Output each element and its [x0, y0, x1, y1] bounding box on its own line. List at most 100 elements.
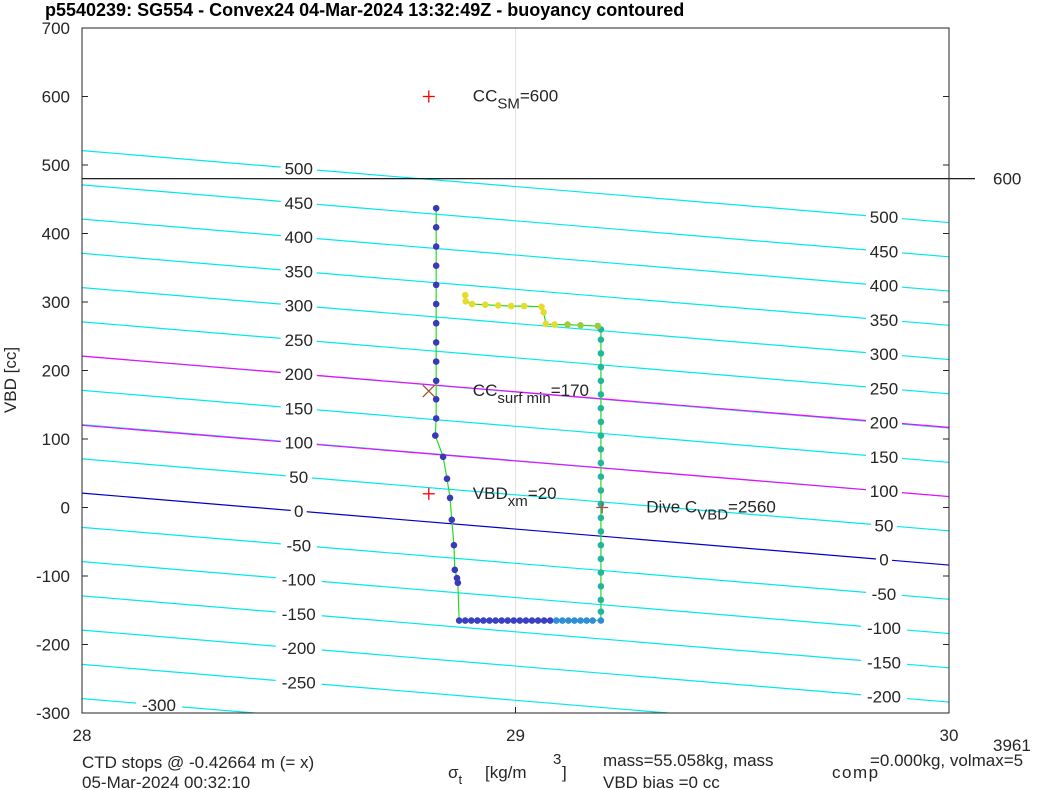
track-point [432, 300, 440, 308]
contour-label: 500 [870, 208, 898, 227]
contour-line [82, 492, 949, 566]
annotation-sub: SM [497, 96, 520, 113]
x-label-symbol: σ [448, 763, 459, 782]
track-point [432, 281, 440, 289]
track-point [597, 596, 605, 604]
contour-label: 450 [285, 194, 313, 213]
track-point [552, 617, 560, 624]
track-point [432, 377, 440, 385]
y-tick-label: 100 [42, 430, 70, 449]
annotation-text: CC [473, 87, 498, 106]
contour-label: 250 [870, 379, 898, 398]
track-point [597, 377, 605, 385]
contour-label: -100 [867, 619, 901, 638]
contour-label: 100 [285, 434, 313, 453]
contour-label: 50 [875, 516, 894, 535]
contour-label: 200 [870, 414, 898, 433]
track-point [510, 617, 518, 624]
contour-label: 200 [285, 365, 313, 384]
contour-label: 500 [285, 160, 313, 179]
contour-label: 150 [285, 399, 313, 418]
footer-bias: VBD bias =0 cc [603, 773, 720, 790]
x-tick-label: 29 [506, 726, 525, 745]
track-point [492, 617, 499, 624]
track-point [564, 321, 571, 328]
hline-label: 600 [993, 170, 1021, 189]
contour-label-bg [865, 276, 902, 295]
track-point [468, 300, 476, 308]
track-point [597, 363, 605, 371]
track-point [577, 617, 584, 624]
track-point [461, 617, 469, 624]
contour-line [82, 218, 949, 292]
track-point [486, 617, 493, 624]
annotation: VBDxm=20 [473, 484, 557, 510]
y-tick-label: 300 [42, 293, 70, 312]
track-point [597, 514, 605, 522]
contour-label-bg [135, 696, 182, 713]
contour-line [82, 561, 949, 635]
track-point [432, 395, 440, 403]
marker-stroke [422, 384, 436, 398]
track-point [451, 566, 459, 574]
annotation-rest: =600 [520, 87, 558, 106]
track-point [583, 617, 590, 624]
footer-mass-rest: =0.000kg, volmax=5 [870, 751, 1023, 770]
annotation-rest: =2560 [728, 498, 776, 517]
track-point [597, 487, 605, 494]
contour-line [82, 458, 949, 532]
contour-label-bg [280, 536, 317, 555]
annotation-sub: surf min [497, 390, 550, 407]
track-point [597, 404, 605, 412]
contour-label-bg [860, 687, 907, 706]
track-point [494, 302, 502, 309]
contour-label-bg [290, 502, 307, 521]
track-point [597, 418, 605, 426]
track-point [432, 415, 440, 422]
track-point [597, 350, 605, 357]
contour-label-bg [865, 584, 902, 603]
contour-line [82, 321, 949, 395]
track-point [522, 617, 530, 624]
contour-label: 150 [870, 448, 898, 467]
track-point [597, 582, 605, 590]
track-point [516, 617, 524, 624]
track-point [448, 516, 456, 524]
track-point [546, 617, 554, 624]
track-point [597, 617, 605, 624]
contour-label-bg [865, 208, 902, 227]
track-point [542, 320, 550, 328]
track-point [597, 569, 605, 576]
y-tick-label: -200 [36, 636, 70, 655]
contour-label: -200 [282, 639, 316, 658]
track-point [520, 302, 528, 310]
contour-label: 0 [294, 502, 303, 521]
track-point [432, 204, 440, 212]
contour-label: 350 [285, 262, 313, 281]
y-tick-label: -300 [36, 704, 70, 723]
track-point [540, 617, 548, 624]
contour-line [82, 663, 676, 713]
contour-label-bg [285, 467, 312, 486]
contour-label-bg [280, 399, 317, 418]
contour-label-bg [865, 310, 902, 329]
y-tick-label: -100 [36, 567, 70, 586]
contour-label-bg [275, 604, 322, 623]
annotation-sub: xm [508, 493, 528, 510]
x-tick-label: 30 [940, 726, 959, 745]
contour-label: -100 [282, 571, 316, 590]
contour-label-bg [865, 447, 902, 466]
contour-label: -200 [867, 688, 901, 707]
x-label-sub: t [459, 772, 463, 787]
y-axis-label: VBD [cc] [1, 347, 20, 413]
marker [422, 487, 435, 500]
y-tick-label: 600 [42, 88, 70, 107]
track-point [432, 339, 440, 346]
track-point [594, 322, 602, 330]
track-point [534, 617, 542, 624]
track-point [462, 298, 469, 305]
footer-mass-sub: comp [832, 763, 880, 782]
track-point [597, 541, 605, 549]
contour-line [82, 150, 949, 224]
track-point [597, 459, 605, 467]
